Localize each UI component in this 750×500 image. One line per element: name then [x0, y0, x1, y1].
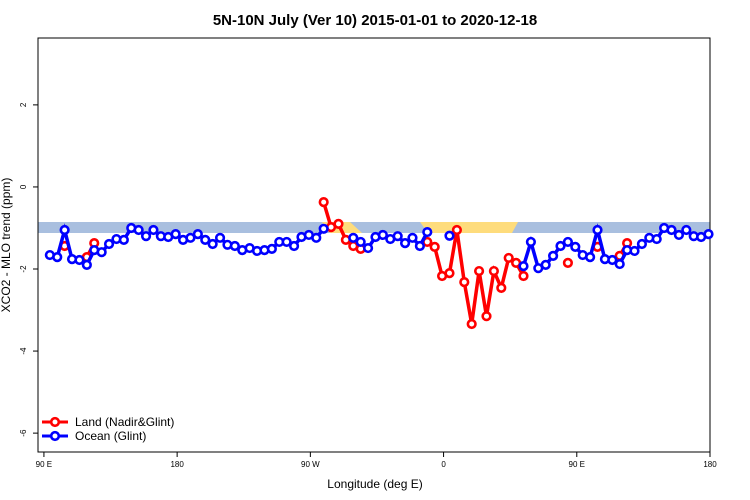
data-point	[459, 277, 470, 288]
data-point	[333, 218, 344, 229]
y-tick-label: 2	[19, 102, 28, 107]
data-point	[592, 224, 603, 236]
data-point	[399, 238, 411, 249]
data-point	[473, 265, 485, 277]
data-point	[444, 268, 455, 279]
surface-band	[38, 222, 710, 233]
data-point	[74, 254, 85, 266]
data-point	[96, 247, 107, 258]
data-point	[140, 231, 152, 242]
data-point	[451, 224, 462, 236]
data-point	[681, 224, 692, 236]
legend-marker	[49, 430, 61, 442]
data-point	[562, 236, 574, 248]
y-tick-label: -2	[19, 265, 28, 273]
y-axis-label: XCO2 - MLO trend (ppm)	[0, 178, 13, 313]
data-point	[200, 234, 211, 245]
data-point	[555, 240, 566, 252]
data-point	[503, 252, 514, 264]
x-tick-label: 90 E	[569, 460, 585, 469]
data-point	[548, 250, 559, 261]
data-point	[562, 257, 574, 268]
data-point	[170, 229, 181, 240]
plot-frame	[37, 37, 711, 453]
data-point	[673, 229, 685, 241]
data-point	[422, 226, 433, 238]
data-point	[207, 238, 218, 250]
x-axis-label: Longitude (deg E)	[327, 477, 422, 491]
data-point	[407, 232, 418, 243]
x-tick-label: 180	[703, 460, 717, 469]
data-point	[585, 252, 596, 263]
data-point	[148, 224, 159, 236]
data-point	[651, 233, 662, 245]
data-point	[288, 240, 300, 252]
data-point	[540, 259, 551, 270]
data-point	[377, 229, 388, 241]
data-point	[229, 240, 240, 252]
data-point	[52, 252, 63, 263]
chart-title: 5N-10N July (Ver 10) 2015-01-01 to 2020-…	[213, 12, 537, 29]
data-point	[81, 259, 92, 270]
land-band	[420, 222, 518, 233]
data-point	[414, 240, 425, 252]
data-point	[636, 238, 648, 250]
data-point	[496, 282, 507, 293]
data-point	[570, 241, 581, 252]
data-point	[59, 224, 70, 236]
data-point	[185, 232, 196, 243]
data-point	[311, 232, 322, 243]
y-tick-label: -4	[19, 347, 28, 355]
data-point	[429, 241, 440, 252]
data-point	[703, 229, 714, 240]
data-point	[348, 232, 359, 243]
legend: Land (Nadir&Glint)Ocean (Glint)	[42, 415, 174, 443]
data-point	[488, 265, 499, 277]
y-tick-label: 0	[19, 184, 28, 189]
data-point	[614, 258, 625, 270]
data-point	[214, 232, 226, 243]
data-point	[481, 311, 492, 322]
data-point	[629, 245, 640, 257]
data-point	[466, 318, 477, 330]
data-point	[281, 236, 292, 248]
data-point	[318, 223, 329, 234]
data-point	[133, 224, 144, 236]
data-point	[392, 231, 403, 242]
data-point	[362, 242, 374, 254]
legend-marker	[49, 416, 61, 428]
x-tick-label: 180	[170, 460, 184, 469]
x-tick-label: 90 W	[301, 460, 320, 469]
x-tick-label: 90 E	[36, 460, 52, 469]
data-point	[525, 236, 536, 248]
legend-label: Ocean (Glint)	[75, 429, 146, 443]
data-point	[318, 197, 329, 208]
data-point	[355, 236, 366, 248]
data-point	[192, 229, 203, 240]
data-point	[103, 238, 115, 250]
legend-label: Land (Nadir&Glint)	[75, 415, 174, 429]
data-point	[518, 270, 529, 282]
data-point	[266, 243, 277, 254]
data-point	[666, 224, 677, 236]
data-point	[118, 234, 129, 245]
data-point	[607, 254, 618, 266]
data-point	[444, 230, 455, 241]
x-tick-label: 0	[441, 460, 446, 469]
data-point	[518, 261, 529, 272]
y-tick-label: -6	[19, 429, 28, 437]
